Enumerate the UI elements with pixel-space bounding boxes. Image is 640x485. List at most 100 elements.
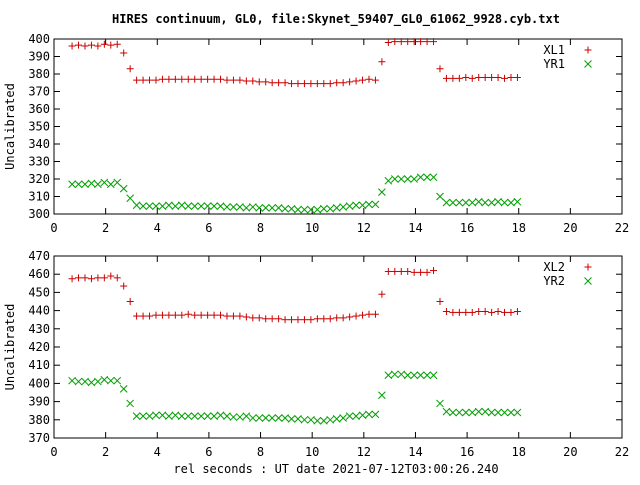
data-point xyxy=(345,202,354,210)
data-point xyxy=(300,80,308,88)
data-point xyxy=(326,80,334,88)
data-point xyxy=(190,412,199,421)
data-point xyxy=(462,308,470,316)
data-point xyxy=(365,75,373,83)
marker-stroke xyxy=(468,198,477,207)
marker-stroke xyxy=(74,377,83,386)
data-point xyxy=(359,311,367,319)
data-point xyxy=(333,79,341,87)
marker-stroke xyxy=(236,413,244,421)
data-point xyxy=(126,194,135,203)
data-point xyxy=(307,415,315,424)
data-point xyxy=(261,204,270,212)
marker-stroke xyxy=(319,416,328,425)
data-point xyxy=(100,375,109,384)
data-point xyxy=(294,415,302,423)
marker-stroke xyxy=(313,416,322,425)
data-point xyxy=(204,311,212,319)
data-point xyxy=(126,298,134,305)
data-point xyxy=(365,310,373,318)
marker-stroke xyxy=(384,176,393,185)
data-point xyxy=(384,39,392,46)
marker-stroke xyxy=(494,408,502,417)
data-point xyxy=(455,74,463,82)
data-point xyxy=(139,412,147,421)
marker-stroke xyxy=(397,175,406,183)
marker-stroke xyxy=(487,198,496,207)
data-point xyxy=(410,38,418,46)
data-point xyxy=(358,201,367,210)
marker-stroke xyxy=(152,411,160,420)
data-point xyxy=(126,399,135,408)
data-point xyxy=(461,408,470,417)
data-point xyxy=(74,377,83,386)
data-point xyxy=(152,76,160,84)
marker-stroke xyxy=(416,173,425,182)
data-point xyxy=(436,298,444,305)
data-point xyxy=(326,315,334,323)
data-point xyxy=(378,188,386,196)
data-point xyxy=(268,414,277,422)
data-point xyxy=(365,410,373,419)
marker-stroke xyxy=(294,205,302,214)
data-point xyxy=(339,414,348,422)
data-point xyxy=(307,316,315,324)
data-point xyxy=(158,411,167,420)
data-point xyxy=(113,178,122,187)
data-point xyxy=(352,312,360,320)
data-point xyxy=(481,198,490,207)
data-point xyxy=(332,204,341,212)
data-point xyxy=(436,192,444,201)
marker-stroke xyxy=(461,408,470,417)
data-point xyxy=(94,42,102,50)
marker-stroke xyxy=(332,415,341,423)
marker-stroke xyxy=(100,178,109,187)
data-point xyxy=(281,414,289,422)
marker-stroke xyxy=(416,371,425,380)
data-point xyxy=(513,308,521,316)
data-point xyxy=(455,408,464,417)
data-point xyxy=(319,204,328,213)
marker-stroke xyxy=(94,180,102,189)
x-tick-label: 6 xyxy=(205,445,212,459)
x-tick-label: 2 xyxy=(102,445,109,459)
data-point xyxy=(229,76,237,84)
data-point xyxy=(178,75,186,83)
data-point xyxy=(197,412,206,421)
x-tick-label: 8 xyxy=(257,221,264,235)
data-point xyxy=(177,201,186,210)
marker-stroke xyxy=(223,203,231,211)
data-point xyxy=(146,312,154,320)
y-tick-label: 320 xyxy=(28,172,50,186)
data-point xyxy=(145,202,154,210)
marker-stroke xyxy=(94,377,102,386)
marker-stroke xyxy=(261,204,270,212)
data-point xyxy=(223,412,231,421)
y-axis-label: Uncalibrated xyxy=(3,304,17,391)
marker-stroke xyxy=(87,378,96,387)
data-point xyxy=(223,76,231,84)
marker-stroke xyxy=(210,202,218,210)
data-point xyxy=(133,76,141,84)
marker-stroke xyxy=(119,184,128,193)
data-point xyxy=(132,201,141,210)
data-point xyxy=(494,408,502,417)
marker-stroke xyxy=(248,203,257,211)
legend-label: YR1 xyxy=(543,57,565,71)
marker-stroke xyxy=(371,200,380,209)
marker-stroke xyxy=(429,173,438,182)
data-point xyxy=(391,267,399,275)
marker-stroke xyxy=(281,414,289,422)
marker-stroke xyxy=(268,414,277,422)
data-point xyxy=(442,308,450,316)
marker-stroke xyxy=(184,412,193,421)
data-point xyxy=(106,180,115,189)
data-point xyxy=(333,314,341,322)
data-point xyxy=(275,315,283,323)
marker-stroke xyxy=(423,173,431,182)
data-point xyxy=(403,371,412,380)
data-point xyxy=(210,75,218,83)
marker-stroke xyxy=(481,198,490,207)
marker-stroke xyxy=(397,370,406,379)
y-tick-label: 420 xyxy=(28,340,50,354)
